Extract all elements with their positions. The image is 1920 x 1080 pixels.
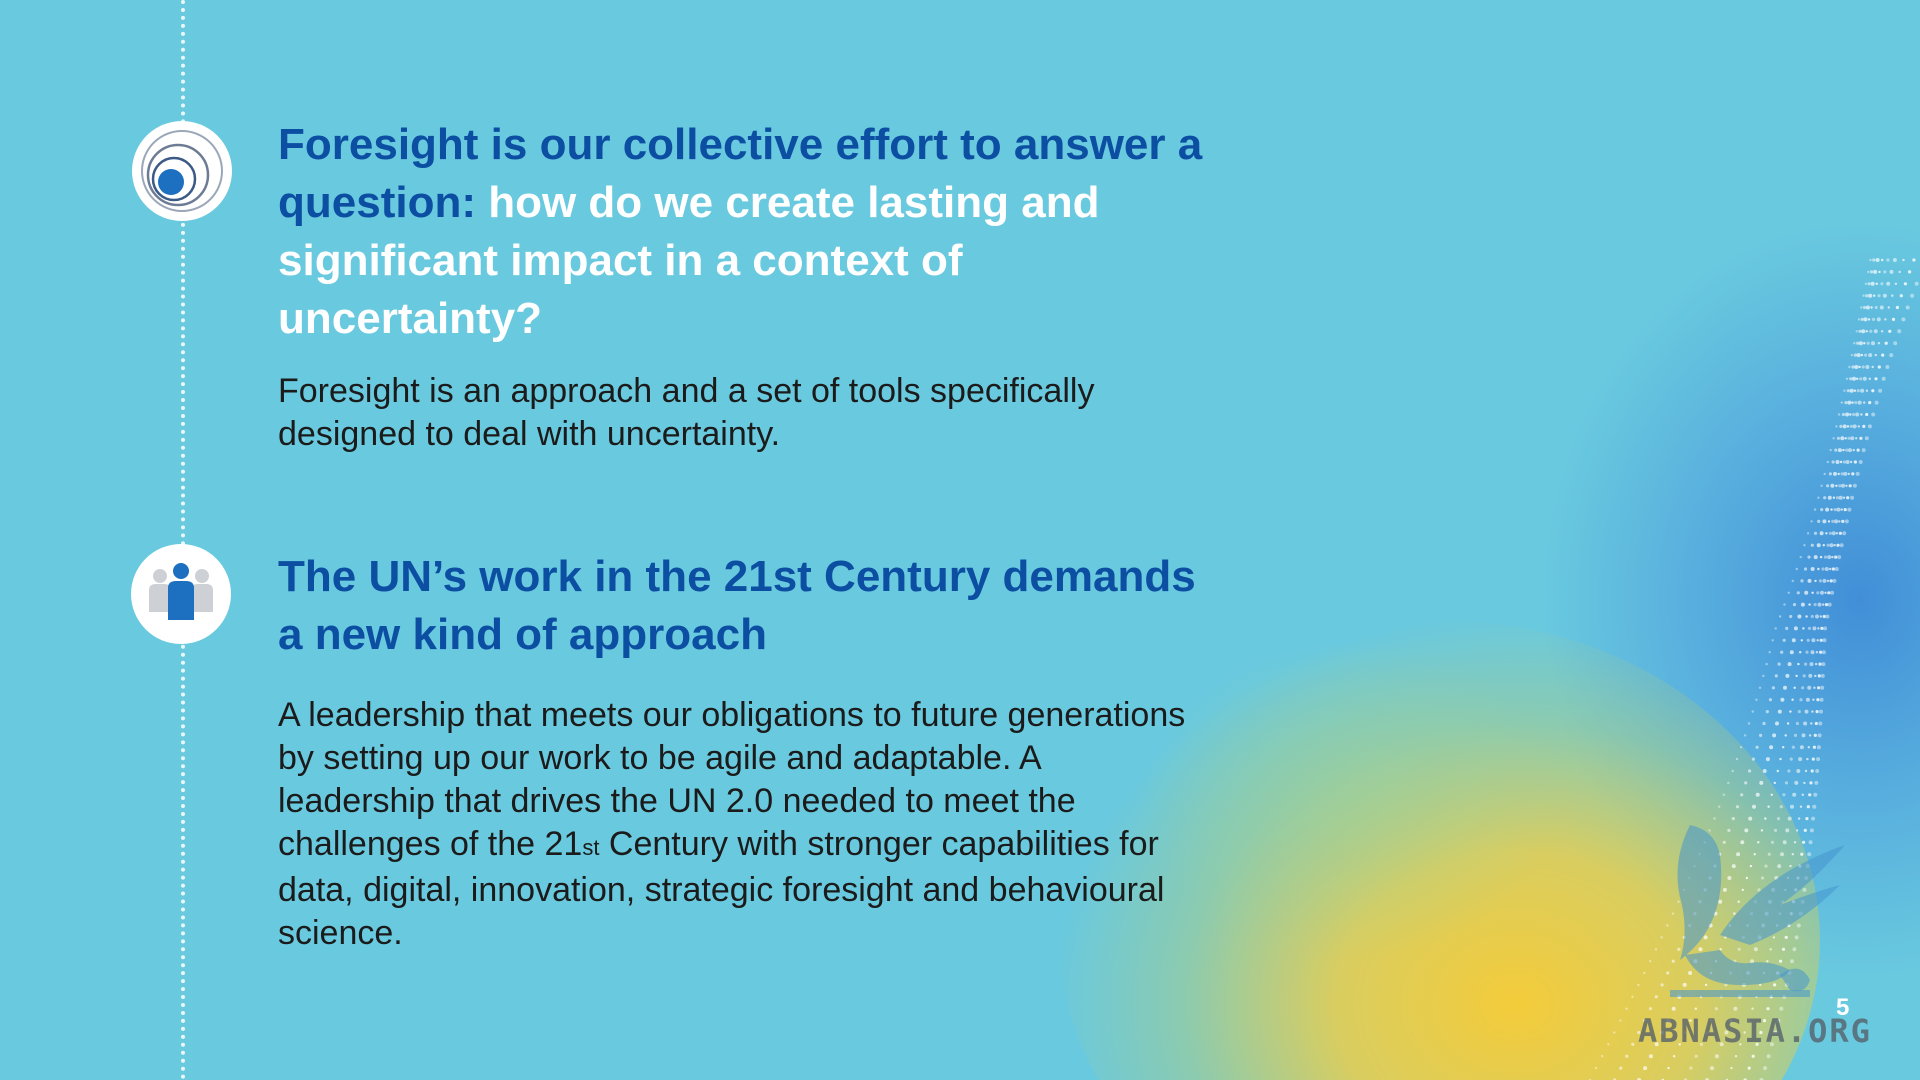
people-group-icon-graphic: [149, 563, 213, 620]
un-approach-description-part1: A leadership that meets our obligations …: [278, 696, 1186, 863]
foresight-heading-blue: Foresight is our collective effort to an…: [278, 120, 1203, 227]
foresight-heading-question: how do we create lasting and significant…: [278, 178, 1100, 343]
foresight-heading: Foresight is our collective effort to an…: [278, 116, 1218, 348]
ordinal-suffix: st: [582, 835, 600, 860]
un-approach-description-part2: Century with stronger capabilities for d…: [278, 825, 1165, 952]
un-approach-heading: The UN’s work in the 21st Century demand…: [278, 552, 1196, 659]
page-number: 5: [1836, 994, 1850, 1021]
un-approach-description: A leadership that meets our obligations …: [278, 694, 1198, 955]
people-group-icon: [131, 544, 231, 644]
foresight-section: Foresight is our collective effort to an…: [278, 116, 1218, 456]
background-green-blend: [1140, 640, 1560, 960]
dotted-wave-decoration: [1588, 258, 1919, 1080]
timeline-dotted-line: [181, 0, 185, 1080]
concentric-circles-icon: [132, 121, 232, 221]
foresight-description: Foresight is an approach and a set of to…: [278, 372, 1095, 453]
griffin-watermark-logo: [1670, 825, 1845, 997]
un-approach-section: The UN’s work in the 21st Century demand…: [278, 548, 1218, 955]
concentric-circles-icon-graphic: [141, 130, 223, 212]
site-watermark: ABNASIA.ORG: [1638, 1012, 1872, 1050]
